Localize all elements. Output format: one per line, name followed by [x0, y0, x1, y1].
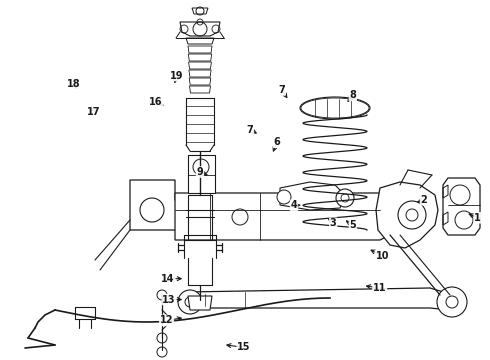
- Text: 8: 8: [349, 90, 356, 100]
- Polygon shape: [130, 180, 188, 230]
- Polygon shape: [188, 155, 215, 193]
- Circle shape: [336, 189, 354, 207]
- Polygon shape: [380, 185, 420, 220]
- Text: 5: 5: [349, 220, 356, 230]
- Text: 16: 16: [149, 96, 163, 107]
- Polygon shape: [175, 193, 390, 240]
- Text: 4: 4: [291, 200, 297, 210]
- Text: 6: 6: [273, 137, 280, 147]
- Circle shape: [140, 198, 164, 222]
- Text: 19: 19: [170, 71, 183, 81]
- Text: 10: 10: [375, 251, 389, 261]
- Polygon shape: [188, 296, 212, 310]
- Text: 2: 2: [420, 195, 427, 205]
- Text: 1: 1: [474, 213, 481, 223]
- Text: 14: 14: [161, 274, 175, 284]
- Circle shape: [157, 333, 167, 343]
- Circle shape: [437, 287, 467, 317]
- Circle shape: [157, 290, 167, 300]
- Circle shape: [232, 209, 248, 225]
- Text: 9: 9: [196, 167, 203, 177]
- Text: 7: 7: [246, 125, 253, 135]
- Polygon shape: [443, 178, 480, 235]
- Text: 13: 13: [162, 294, 176, 305]
- Ellipse shape: [300, 97, 370, 119]
- Text: 12: 12: [160, 315, 173, 325]
- Polygon shape: [185, 288, 460, 310]
- Circle shape: [450, 185, 470, 205]
- Text: 11: 11: [373, 283, 387, 293]
- Text: 15: 15: [237, 342, 251, 352]
- Text: 17: 17: [87, 107, 101, 117]
- Circle shape: [178, 290, 202, 314]
- Text: 18: 18: [67, 78, 80, 89]
- Text: 7: 7: [278, 85, 285, 95]
- Circle shape: [277, 190, 291, 204]
- Circle shape: [193, 159, 209, 175]
- Text: 3: 3: [330, 218, 337, 228]
- Polygon shape: [376, 182, 438, 248]
- Circle shape: [398, 201, 426, 229]
- Circle shape: [455, 211, 473, 229]
- Circle shape: [157, 347, 167, 357]
- Polygon shape: [280, 182, 345, 210]
